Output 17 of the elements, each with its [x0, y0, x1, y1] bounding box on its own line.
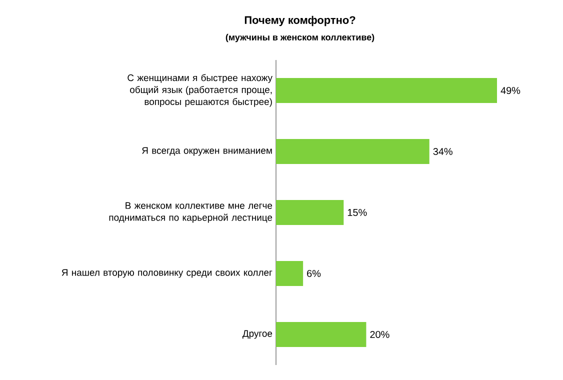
chart-title: Почему комфортно? [244, 16, 356, 26]
y-tick-label: Я всегда окружен вниманием [142, 147, 272, 156]
data-label: 15% [348, 208, 367, 216]
chart-subtitle: (мужчины в женском коллективе) [226, 34, 374, 42]
bar [276, 322, 366, 348]
y-tick-label: В женском коллективе мне легче подниматься по карьерной лестнице [109, 202, 272, 223]
data-label: 20% [370, 330, 390, 338]
bar [276, 139, 430, 164]
bar [276, 78, 498, 104]
y-tick-label: С женщинами я быстрее нахожу общий язык (работается проще, вопросы решаются быстрее) [128, 74, 272, 107]
bar [276, 261, 304, 286]
data-label: 6% [307, 270, 321, 278]
bar [276, 200, 344, 226]
data-label: 34% [433, 148, 452, 156]
y-tick-label: Другое [242, 330, 272, 339]
data-label: 49% [500, 86, 520, 94]
y-tick-label: Я нашел вторую половинку среди своих коллег [62, 269, 272, 278]
